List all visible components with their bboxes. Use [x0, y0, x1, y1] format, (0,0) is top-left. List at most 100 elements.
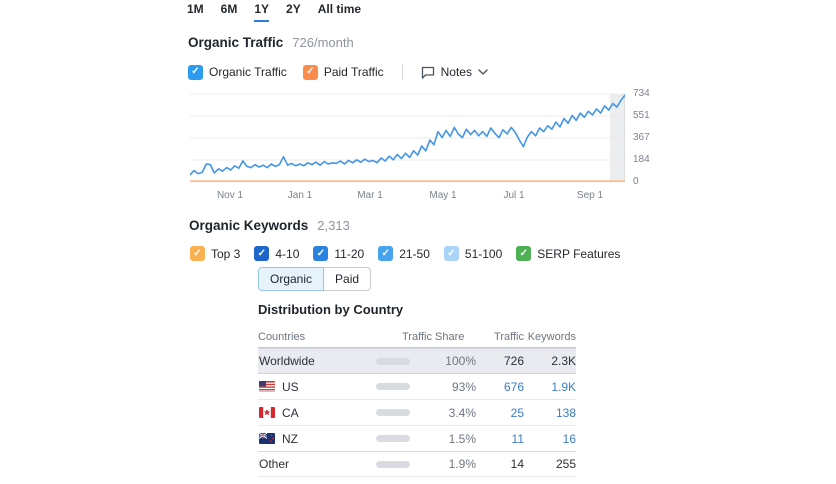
share-pct: 1.5%: [448, 431, 476, 446]
checkbox-checked-icon: ✓: [313, 246, 329, 261]
col-keywords: Keywords: [527, 331, 576, 343]
checkbox-checked-icon: ✓: [378, 246, 394, 261]
filter-label: SERP Features: [537, 246, 621, 261]
checkbox-checked-icon: ✓: [516, 246, 532, 261]
share-cell: 1.5%: [376, 432, 476, 446]
filter-label: 11-20: [334, 246, 365, 261]
organic-traffic-checkbox-label: Organic Traffic: [209, 65, 287, 79]
filter-label: 51-100: [464, 246, 503, 261]
tab-6m[interactable]: 6M: [220, 2, 238, 16]
x-tick: Mar 1: [357, 190, 383, 201]
traffic-value: 14: [510, 457, 524, 471]
table-row-other[interactable]: Other 1.9% 14 255: [258, 451, 576, 477]
tab-all-time[interactable]: All time: [317, 2, 362, 16]
keywords-value: 2.3K: [551, 354, 576, 368]
country-name: CA: [282, 405, 299, 420]
keywords-link[interactable]: 138: [555, 405, 576, 420]
y-tick: 367: [633, 132, 650, 143]
organic-keywords-title: Organic Keywords: [189, 218, 309, 233]
country-cell: CA: [258, 406, 376, 420]
table-row-us[interactable]: US 93% 676 1.9K: [258, 374, 576, 400]
tab-1m[interactable]: 1M: [187, 2, 204, 16]
checkbox-checked-icon: ✓: [254, 246, 270, 261]
filter-top3-checkbox[interactable]: ✓ Top 3: [190, 246, 240, 261]
x-tick: Jul 1: [503, 190, 525, 201]
country-table: Countries Traffic Share Traffic Keywords…: [258, 327, 576, 477]
paid-traffic-checkbox-label: Paid Traffic: [323, 65, 384, 79]
table-row-nz[interactable]: NZ 1.5% 11 16: [258, 426, 576, 452]
organic-keywords-heading: Organic Keywords 2,313: [189, 218, 350, 233]
x-tick: Nov 1: [216, 190, 244, 201]
filter-serp-features-checkbox[interactable]: ✓ SERP Features: [516, 246, 620, 261]
country-table-header: Countries Traffic Share Traffic Keywords: [258, 327, 576, 348]
chart-gridlines: [190, 93, 625, 183]
organic-toggle-button[interactable]: Organic: [258, 267, 325, 291]
filter-4-10-checkbox[interactable]: ✓ 4-10: [254, 246, 299, 261]
tab-1y[interactable]: 1Y: [254, 2, 270, 22]
keyword-position-filters: ✓ Top 3 ✓ 4-10 ✓ 11-20 ✓ 21-50 ✓ 51-100 …: [190, 246, 620, 261]
traffic-link[interactable]: 25: [510, 405, 524, 420]
col-traffic-share: Traffic Share: [402, 331, 465, 343]
distribution-title: Distribution by Country: [258, 302, 404, 317]
keywords-link[interactable]: 16: [562, 431, 576, 446]
traffic-line-chart-canvas: [190, 93, 625, 183]
traffic-value: 726: [503, 354, 524, 368]
tab-2y[interactable]: 2Y: [286, 2, 301, 16]
traffic-share-bar: [376, 383, 410, 390]
share-pct: 100%: [445, 354, 476, 368]
filter-21-50-checkbox[interactable]: ✓ 21-50: [378, 246, 430, 261]
traffic-share-bar: [376, 435, 410, 442]
time-range-tabs: 1M 6M 1Y 2Y All time: [187, 2, 361, 22]
organic-traffic-checkbox[interactable]: ✓ Organic Traffic: [188, 64, 287, 80]
ca-flag-icon: [259, 407, 275, 418]
organic-traffic-chart[interactable]: 734 551 367 184 0 Nov 1 Jan 1 Mar 1 May …: [190, 88, 663, 201]
filter-11-20-checkbox[interactable]: ✓ 11-20: [313, 246, 364, 261]
checkbox-checked-icon: ✓: [190, 246, 205, 261]
divider: [401, 64, 403, 80]
share-cell: 3.4%: [376, 406, 476, 420]
country-cell: NZ: [258, 432, 376, 446]
checkbox-checked-icon: ✓: [188, 64, 203, 80]
share-pct: 1.9%: [448, 457, 476, 471]
traffic-share-bar: [376, 460, 410, 468]
paid-toggle-button[interactable]: Paid: [323, 267, 372, 291]
nz-flag-icon: [259, 433, 275, 444]
traffic-link[interactable]: 11: [511, 431, 524, 446]
y-tick: 0: [633, 176, 639, 187]
filter-label: 4-10: [275, 246, 300, 261]
traffic-link[interactable]: 676: [503, 379, 524, 394]
channel-toggle: Organic Paid: [258, 267, 372, 291]
country-cell: US: [258, 380, 376, 394]
country-name: NZ: [282, 431, 298, 446]
checkbox-checked-icon: ✓: [443, 246, 459, 261]
share-cell: 100%: [376, 354, 476, 368]
col-traffic: Traffic: [494, 331, 524, 343]
y-tick: 551: [633, 110, 650, 121]
organic-traffic-value: 726/month: [292, 35, 354, 50]
traffic-share-bar: [376, 409, 410, 416]
x-tick: Sep 1: [576, 190, 604, 201]
share-cell: 93%: [376, 380, 476, 394]
organic-traffic-title: Organic Traffic: [188, 35, 284, 50]
y-tick: 184: [633, 154, 650, 165]
notes-label: Notes: [440, 65, 472, 79]
us-flag-icon: [259, 381, 275, 392]
paid-traffic-checkbox[interactable]: ✓ Paid Traffic: [302, 64, 384, 80]
country-name: Worldwide: [259, 354, 315, 368]
table-row-worldwide[interactable]: Worldwide 100% 726 2.3K: [258, 348, 576, 374]
x-tick: Jan 1: [287, 190, 313, 201]
col-countries: Countries: [258, 331, 306, 343]
share-cell: 1.9%: [376, 457, 476, 471]
traffic-legend: ✓ Organic Traffic ✓ Paid Traffic Notes: [188, 64, 488, 80]
notes-dropdown[interactable]: Notes: [421, 65, 488, 79]
country-cell: Worldwide: [258, 354, 376, 368]
traffic-share-bar: [376, 357, 410, 365]
filter-51-100-checkbox[interactable]: ✓ 51-100: [443, 246, 503, 261]
country-cell: Other: [258, 457, 376, 471]
table-row-ca[interactable]: CA 3.4% 25 138: [258, 400, 576, 426]
chart-y-axis-labels: 734 551 367 184 0: [633, 88, 663, 187]
organic-keywords-value: 2,313: [317, 218, 350, 233]
filter-label: Top 3: [211, 246, 241, 261]
keywords-link[interactable]: 1.9K: [551, 379, 576, 394]
